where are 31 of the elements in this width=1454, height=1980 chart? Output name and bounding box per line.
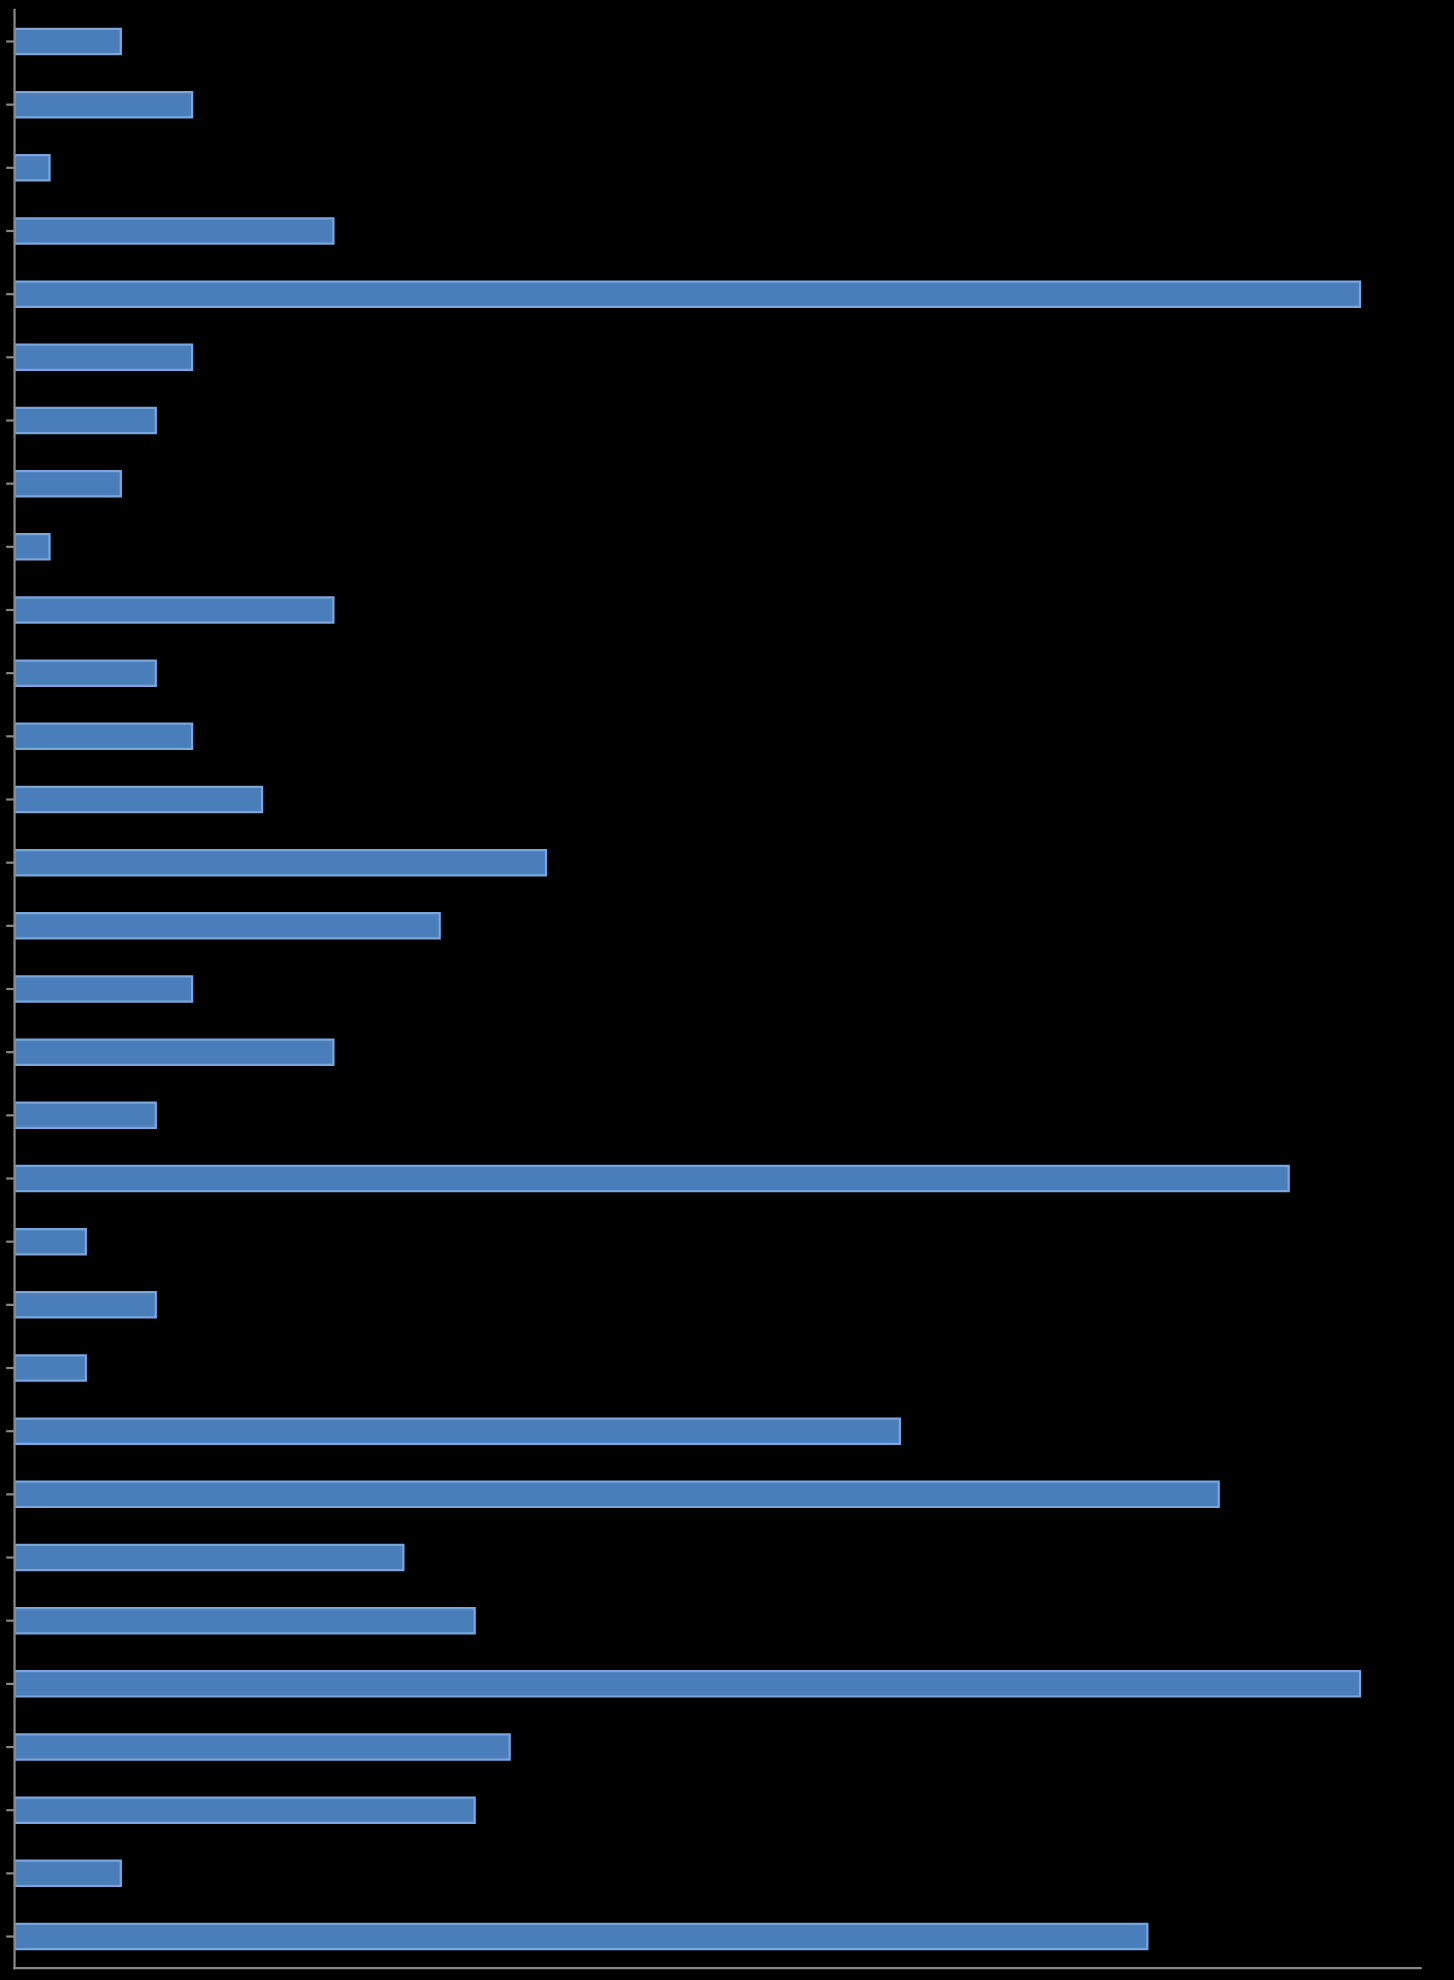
bar: [14, 1922, 1149, 1951]
bar: [14, 1291, 157, 1319]
bar: [14, 659, 157, 687]
bar: [14, 1733, 511, 1761]
bar: [14, 1543, 405, 1572]
bar: [14, 406, 157, 435]
bar: [14, 1354, 87, 1382]
bar: [14, 469, 122, 498]
bar: [14, 343, 194, 372]
bar: [14, 1480, 1220, 1509]
bar: [14, 1606, 476, 1635]
bar: [14, 154, 51, 182]
bar: [14, 280, 1362, 308]
bar: [14, 1670, 1362, 1698]
bar: [14, 1101, 157, 1130]
bar: [14, 848, 548, 877]
bar: [14, 27, 122, 56]
bar: [14, 1227, 87, 1256]
bar: [14, 1038, 335, 1066]
bar: [14, 1796, 476, 1824]
bar: [14, 912, 441, 940]
bar: [14, 1417, 901, 1445]
bar: [14, 1164, 1290, 1193]
bar: [14, 785, 264, 814]
bar: [14, 1859, 122, 1888]
bar: [14, 722, 194, 751]
bar: [14, 596, 335, 624]
bar: [14, 217, 335, 245]
bar: [14, 90, 194, 119]
bar: [14, 975, 194, 1003]
bar: [14, 533, 51, 561]
